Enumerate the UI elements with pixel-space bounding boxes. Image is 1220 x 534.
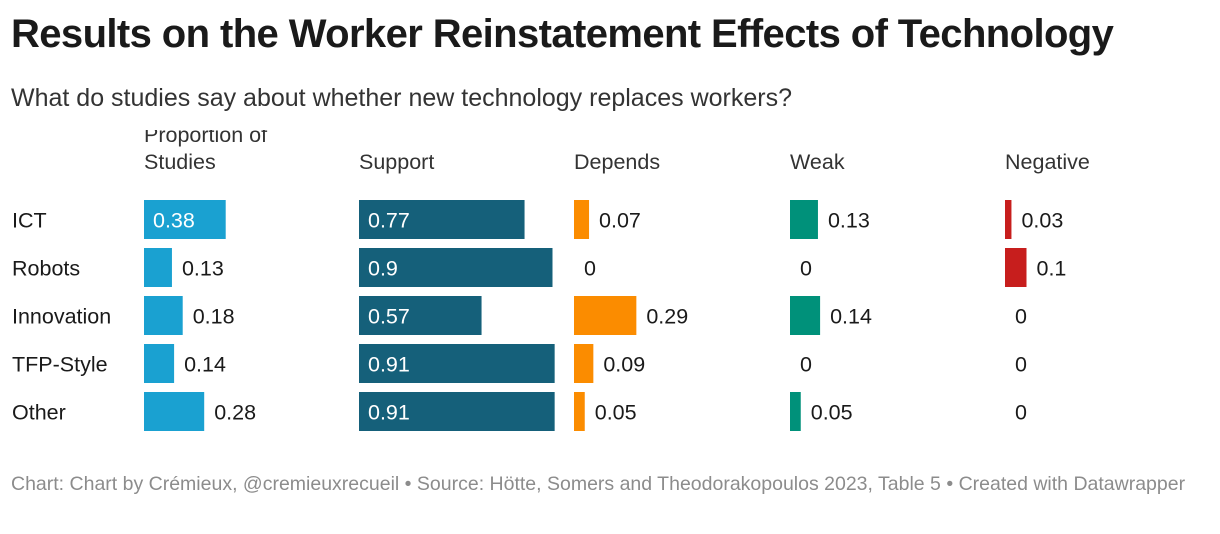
bar-proportion-of-studies-tfp-style [144,344,175,383]
value-label-weak-innovation: 0.14 [830,305,872,329]
row-label-tfp-style: TFP-Style [12,353,108,377]
small-multiples-bar-chart: Proportion of Studies Support Depends Weak Ne… [12,130,1090,431]
bar-support-robots [359,248,553,287]
footer-separator: • [404,473,412,495]
bar-weak-other [790,392,801,431]
bar-depends-other [574,392,585,431]
row-label-innovation: Innovation [12,305,111,329]
footer-separator: • [946,473,954,495]
bar-weak-innovation [790,296,821,335]
value-label-proportion-of-studies-other: 0.28 [214,401,256,425]
value-label-proportion-of-studies-tfp-style: 0.14 [184,353,226,377]
footer-created-with: Created with Datawrapper [958,473,1186,495]
chart-subtitle: What do studies say about whether new te… [11,84,792,112]
bar-support-ict [359,200,525,239]
bar-proportion-of-studies-innovation [144,296,183,335]
value-label-support-tfp-style: 0.91 [368,353,410,377]
row-label-ict: ICT [12,209,47,233]
value-label-depends-tfp-style: 0.09 [603,353,645,377]
column-header-depends: Depends [574,150,660,174]
value-label-proportion-of-studies-ict: 0.38 [153,209,195,233]
value-label-support-robots: 0.9 [368,257,398,281]
bar-support-innovation [359,296,482,335]
column-header-proportion-of-studies-line-1: Proportion of [144,130,267,147]
value-label-negative-tfp-style: 0 [1015,353,1027,377]
value-label-depends-other: 0.05 [595,401,637,425]
bar-proportion-of-studies-other [144,392,205,431]
bar-proportion-of-studies-ict [144,200,226,239]
column-header-negative: Negative [1005,150,1090,174]
value-label-negative-ict: 0.03 [1021,209,1063,233]
value-label-support-ict: 0.77 [368,209,410,233]
column-header-proportion-of-studies-line-2: Studies [144,150,216,174]
value-label-negative-other: 0 [1015,401,1027,425]
value-label-support-innovation: 0.57 [368,305,410,329]
column-header-weak: Weak [790,150,845,174]
value-label-weak-ict: 0.13 [828,209,870,233]
footer-chart-credit: Chart: Chart by Crémieux, @cremieuxrecue… [11,473,400,495]
value-label-support-other: 0.91 [368,401,410,425]
value-label-depends-robots: 0 [584,257,596,281]
value-label-negative-robots: 0.1 [1037,257,1067,281]
bar-depends-ict [574,200,590,239]
row-label-robots: Robots [12,257,80,281]
value-label-weak-tfp-style: 0 [800,353,812,377]
value-label-depends-ict: 0.07 [599,209,641,233]
bar-negative-robots [1005,248,1027,287]
value-label-weak-robots: 0 [800,257,812,281]
chart-title: Results on the Worker Reinstatement Effe… [11,12,1114,56]
footer-source: Source: Hötte, Somers and Theodorakopoul… [416,473,941,495]
bar-negative-ict [1005,200,1012,239]
bar-proportion-of-studies-robots [144,248,172,287]
bar-depends-tfp-style [574,344,594,383]
column-header-support: Support [359,150,434,174]
value-label-negative-innovation: 0 [1015,305,1027,329]
value-label-proportion-of-studies-innovation: 0.18 [193,305,235,329]
row-label-other: Other [12,401,66,425]
value-label-depends-innovation: 0.29 [646,305,688,329]
value-label-proportion-of-studies-robots: 0.13 [182,257,224,281]
bar-weak-ict [790,200,818,239]
bar-depends-innovation [574,296,637,335]
chart-footer: Chart: Chart by Crémieux, @cremieuxrecue… [11,472,1191,497]
bar-support-other [359,392,555,431]
bar-support-tfp-style [359,344,555,383]
value-label-weak-other: 0.05 [811,401,853,425]
